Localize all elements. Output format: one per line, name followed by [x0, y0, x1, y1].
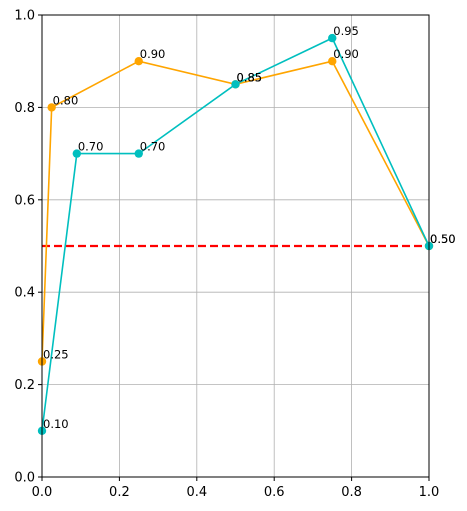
series-0-data-label: 0.50	[430, 232, 456, 246]
x-tick-label: 0.4	[186, 485, 207, 500]
series-1-data-label: 0.10	[43, 417, 69, 431]
y-tick-label: 0.0	[14, 471, 35, 486]
series-1-point	[328, 33, 337, 43]
x-tick-label: 1.0	[419, 485, 440, 500]
series-1-data-label: 0.85	[237, 70, 263, 84]
series-0-point	[328, 57, 337, 66]
y-tick-label: 0.2	[14, 378, 35, 393]
axis-ticks: 0.0 0.2 0.4 0.6 0.8 1.0 0.0 0.2 0.4 0.6 0.8 1.0	[14, 9, 439, 501]
x-tick-label: 0.6	[264, 485, 285, 500]
y-tick-label: 0.4	[14, 286, 35, 301]
x-tick-label: 0.2	[109, 485, 130, 500]
series-0-data-label: 0.25	[43, 348, 69, 362]
series-layer	[37, 33, 434, 435]
y-tick-label: 0.8	[14, 101, 35, 116]
data-labels: 0.250.800.900.850.900.500.100.70 0.700.85…	[43, 24, 456, 431]
series-1-data-label: 0.70	[78, 140, 104, 154]
series-1-data-label: 0.95	[333, 24, 359, 38]
series-1-point	[134, 149, 143, 158]
series-1-line	[41, 37, 430, 431]
series-0-data-label: 0.90	[333, 47, 359, 61]
series-1-point	[72, 149, 82, 158]
series-0-point	[134, 57, 143, 66]
y-tick-label: 1.0	[14, 9, 35, 24]
x-tick-label: 0.8	[341, 485, 362, 500]
x-tick-label: 0.0	[32, 485, 53, 500]
series-0-line	[41, 60, 430, 362]
series-1-data-label: 0.70	[140, 140, 166, 154]
series-0-data-label: 0.80	[53, 93, 79, 107]
series-1-point	[231, 80, 240, 89]
series-0-data-label: 0.90	[140, 47, 166, 61]
series-0-point	[47, 103, 56, 112]
y-tick-label: 0.6	[14, 193, 35, 208]
series-0-data-label: 0.85	[237, 70, 263, 84]
plot-area-frame	[41, 14, 430, 478]
series-1-data-label: 0.50	[430, 232, 456, 246]
